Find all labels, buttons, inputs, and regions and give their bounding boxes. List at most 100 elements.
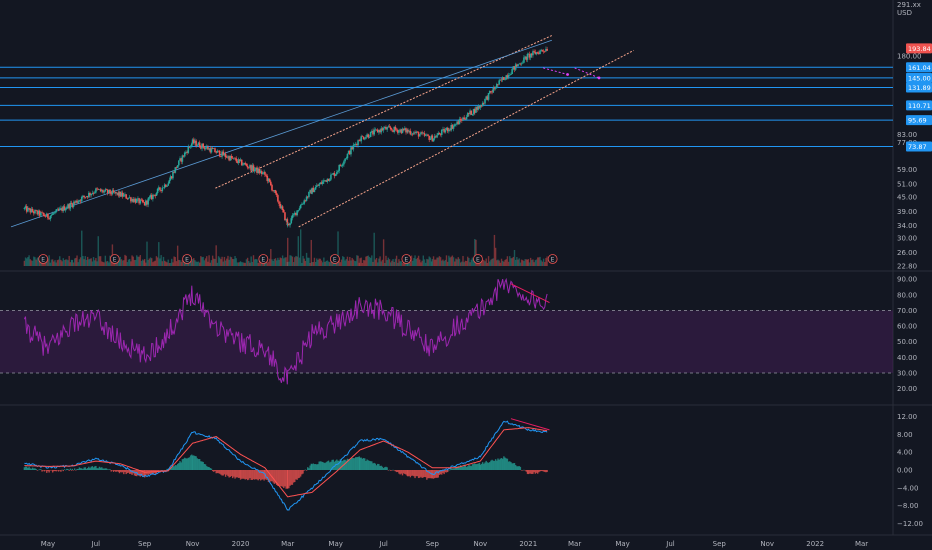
volume-bar [97, 236, 99, 266]
volume-bar [102, 261, 104, 266]
date-tick-label: Sep [713, 540, 727, 548]
candle-body [432, 138, 435, 142]
macd-histogram-bar [474, 463, 476, 470]
candle-body [486, 96, 489, 100]
volume-bar [103, 262, 105, 266]
volume-bar [202, 256, 204, 266]
macd-histogram-bar [131, 470, 133, 475]
macd-histogram-bar [518, 466, 520, 470]
volume-bar [37, 257, 40, 266]
volume-bar [295, 255, 297, 266]
volume-bar [27, 257, 29, 266]
macd-histogram-bar [400, 470, 402, 474]
volume-bar [69, 262, 72, 266]
candle-body [445, 127, 448, 131]
macd-histogram-bar [350, 458, 352, 470]
macd-histogram-bar [133, 470, 136, 476]
volume-bar [77, 262, 79, 266]
macd-histogram-bar [34, 468, 36, 470]
last-price-tag-text: 193.84 [908, 45, 931, 53]
candle-body [194, 140, 196, 144]
candle-body [443, 129, 445, 133]
volume-bar [167, 259, 169, 266]
volume-bar [143, 258, 146, 266]
candle-body [387, 126, 390, 128]
earnings-marker-icon [38, 254, 49, 264]
price-tick-label: 26.00 [897, 249, 917, 257]
volume-bar [217, 256, 220, 266]
macd-histogram-bar [443, 470, 445, 475]
macd-histogram-bar [291, 470, 294, 485]
macd-histogram-bar [499, 458, 502, 470]
volume-bar [75, 257, 77, 266]
candle-body [47, 213, 49, 219]
volume-bar [459, 262, 462, 266]
macd-histogram-bar [90, 466, 92, 470]
candle-body [102, 190, 104, 193]
volume-bar [397, 262, 399, 266]
macd-histogram-bar [423, 470, 426, 478]
macd-histogram-bar [454, 468, 456, 470]
candle-body [464, 119, 467, 120]
volume-bar [373, 232, 375, 266]
macd-histogram-bar [471, 464, 474, 470]
candle-body [437, 132, 440, 136]
candle-body [88, 192, 90, 198]
volume-bar [344, 260, 346, 266]
candle-body [334, 174, 337, 177]
macd-histogram-bar [437, 470, 439, 478]
volume-bar [485, 258, 487, 266]
volume-bar [458, 258, 461, 266]
macd-histogram-bar [388, 469, 391, 471]
volume-bar [245, 259, 248, 266]
candle-body [168, 179, 171, 184]
macd-histogram-bar [395, 470, 398, 473]
volume-bar [427, 259, 429, 266]
candle-body [198, 142, 201, 148]
candle-body [484, 98, 486, 104]
macd-histogram-bar [441, 470, 443, 475]
macd-histogram-bar [378, 464, 380, 470]
macd-histogram-bar [228, 470, 230, 478]
macd-histogram-bar [59, 470, 61, 471]
rsi-axis: 90.00 80.00 70.00 60.00 50.00 40.00 30.00 20.00 [897, 276, 917, 393]
candle-body [504, 79, 506, 81]
candle-body [145, 200, 147, 206]
macd-histogram-bar [62, 470, 64, 472]
macd-histogram-bar [120, 470, 123, 473]
macd-histogram-bar [57, 470, 60, 472]
macd-histogram-bar [263, 470, 265, 481]
volume-bar [179, 260, 181, 266]
date-tick-label: Jul [378, 540, 388, 548]
volume-bar [248, 261, 250, 266]
macd-histogram-bar [137, 470, 139, 475]
macd-histogram-bar [265, 470, 267, 480]
candle-body [326, 178, 329, 182]
rsi-series-line [23, 277, 548, 385]
macd-histogram-bar [507, 461, 510, 470]
price-levels [0, 66, 893, 147]
volume-bar [423, 259, 426, 266]
volume-bar [272, 260, 274, 266]
candle-body [459, 119, 462, 121]
candle-body [312, 187, 315, 193]
candle-body [54, 211, 56, 214]
macd-histogram-bar [303, 470, 305, 471]
volume-bar [133, 259, 136, 266]
volume-bar [422, 255, 425, 266]
candle-body [519, 63, 522, 65]
volume-bar [395, 255, 398, 266]
price-tick-label: 22.80 [897, 263, 917, 271]
volume-bar [539, 256, 541, 266]
macd-histogram-bar [274, 470, 277, 484]
macd-histogram-bar [332, 459, 335, 470]
volume-bar [526, 259, 529, 266]
volume-bar [201, 257, 203, 266]
candle-body [366, 134, 368, 137]
macd-histogram-bar [178, 463, 180, 470]
candle-body [470, 110, 473, 115]
candle-body [295, 212, 297, 216]
earnings-marker-label: E [113, 256, 117, 263]
macd-histogram-bar [484, 462, 486, 470]
macd-histogram-bar [408, 470, 410, 476]
